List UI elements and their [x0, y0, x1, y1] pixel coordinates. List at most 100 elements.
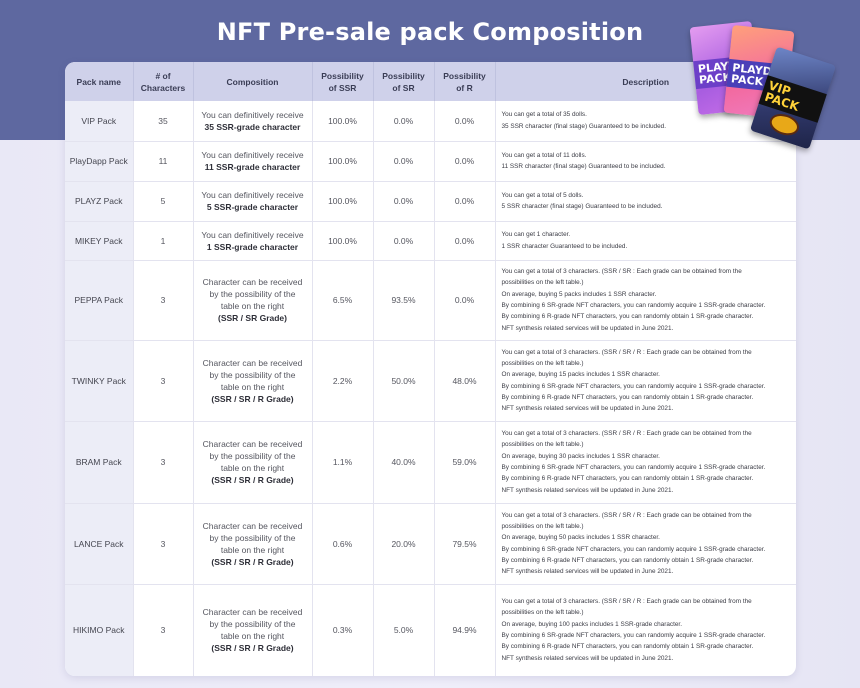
r-possibility-cell: 79.5% [434, 503, 496, 585]
ssr-possibility-cell: 6.5% [312, 260, 374, 341]
description-line: possibilities on the left table.) [501, 441, 584, 449]
pack-illustration: PLAYZ PACK PLAYDA PACK VIP PACK [688, 18, 853, 158]
character-count-cell: 35 [133, 101, 194, 142]
composition-cell: Character can be received by the possibi… [193, 260, 313, 341]
character-count-cell: 5 [133, 181, 194, 222]
header-possibility-sr: Possibility of SR [373, 62, 435, 101]
character-count-cell: 3 [133, 260, 194, 341]
description-line: possibilities on the left table.) [501, 609, 584, 617]
ssr-possibility-cell: 100.0% [312, 221, 374, 261]
description-line: By combining 6 R-grade NFT characters, y… [501, 556, 754, 564]
table-row: MIKEY Pack 1 You can definitively receive 1… [65, 221, 796, 261]
table-row: PLAYZ Pack 5 You can definitively receive 5… [65, 181, 796, 222]
description-line: possibilities on the left table.) [501, 279, 584, 287]
composition-cell: You can definitively receive 11 SSR-grade… [193, 141, 313, 182]
sr-possibility-cell: 50.0% [373, 340, 435, 422]
pack-name-cell: PlayDapp Pack [65, 141, 134, 182]
description-line: You can get 1 character. [501, 231, 571, 239]
composition-cell: You can definitively receive 1 SSR-grade … [193, 221, 313, 261]
sr-possibility-cell: 5.0% [373, 584, 435, 676]
pack-composition-table: Pack name # of Characters Composition Pos… [65, 62, 796, 676]
ssr-possibility-cell: 1.1% [312, 421, 374, 504]
description-line: You can get a total of 11 dolls. [501, 151, 587, 159]
character-count-cell: 1 [133, 221, 194, 261]
description-line: By combining 6 SR-grade NFT characters, … [501, 545, 766, 553]
description-line: 1 SSR character Guaranteed to be include… [501, 242, 628, 250]
sr-possibility-cell: 40.0% [373, 421, 435, 504]
table-row: BRAM Pack 3 Character can be received by t… [65, 421, 796, 504]
description-line: You can get a total of 35 dolls. [501, 111, 587, 119]
table-header-row: Pack name # of Characters Composition Pos… [65, 62, 796, 101]
pack-name-cell: PEPPA Pack [65, 260, 134, 341]
description-line: By combining 6 R-grade NFT characters, y… [501, 643, 754, 651]
description-line: 11 SSR character (final stage) Guarantee… [501, 163, 666, 170]
table-row: PlayDapp Pack 11 You can definitively rece… [65, 141, 796, 182]
composition-cell: Character can be received by the possibi… [193, 584, 313, 676]
composition-cell: You can definitively receive 5 SSR-grade … [193, 181, 313, 222]
r-possibility-cell: 0.0% [434, 221, 496, 261]
character-count-cell: 3 [133, 584, 194, 676]
description-cell: You can get a total of 11 dolls. 11 SSR c… [495, 141, 796, 182]
r-possibility-cell: 0.0% [434, 141, 496, 182]
description-line: By combining 6 SR-grade NFT characters, … [501, 302, 766, 309]
description-line: By combining 6 SR-grade NFT characters, … [501, 464, 766, 471]
header-num-characters: # of Characters [133, 62, 194, 101]
sr-possibility-cell: 0.0% [373, 181, 435, 222]
pack-name-cell: LANCE Pack [65, 503, 134, 585]
ssr-possibility-cell: 100.0% [312, 101, 374, 142]
table-row: LANCE Pack 3 Character can be received by … [65, 503, 796, 585]
r-possibility-cell: 0.0% [434, 181, 496, 222]
description-cell: You can get a total of 3 characters. (SS… [495, 584, 796, 676]
pack-name-cell: VIP Pack [65, 101, 134, 142]
description-line: By combining 6 R-grade NFT characters, y… [501, 313, 754, 321]
description-line: 5 SSR character (final stage) Guaranteed… [501, 203, 663, 210]
composition-cell: Character can be received by the possibi… [193, 503, 313, 585]
description-line: possibilities on the left table.) [501, 359, 584, 367]
description-line: By combining 6 R-grade NFT characters, y… [501, 475, 754, 483]
description-line: On average, buying 30 packs includes 1 S… [501, 452, 660, 460]
description-line: NFT synthesis related services will be u… [501, 324, 674, 332]
description-line: You can get a total of 3 characters. (SS… [501, 598, 752, 606]
composition-cell: Character can be received by the possibi… [193, 421, 313, 504]
pack-name-cell: TWINKY Pack [65, 340, 134, 422]
sr-possibility-cell: 20.0% [373, 503, 435, 585]
description-cell: You can get a total of 3 characters. (SS… [495, 421, 796, 504]
sr-possibility-cell: 0.0% [373, 221, 435, 261]
table-row: PEPPA Pack 3 Character can be received by … [65, 260, 796, 341]
header-possibility-ssr: Possibility of SSR [312, 62, 374, 101]
description-line: By combining 6 SR-grade NFT characters, … [501, 382, 766, 390]
character-count-cell: 3 [133, 421, 194, 504]
description-line: You can get a total of 3 characters. (SS… [501, 511, 752, 519]
description-line: NFT synthesis related services will be u… [501, 568, 674, 576]
r-possibility-cell: 59.0% [434, 421, 496, 504]
r-possibility-cell: 0.0% [434, 260, 496, 341]
header-pack-name: Pack name [65, 62, 134, 101]
pack-name-cell: HIKIMO Pack [65, 584, 134, 676]
table-row: HIKIMO Pack 3 Character can be received by… [65, 584, 796, 676]
page-title: NFT Pre-sale pack Composition [216, 18, 644, 46]
ssr-possibility-cell: 0.6% [312, 503, 374, 585]
description-line: By combining 6 R-grade NFT characters, y… [501, 393, 754, 401]
description-line: On average, buying 15 packs includes 1 S… [501, 371, 660, 379]
r-possibility-cell: 94.9% [434, 584, 496, 676]
pack-name-cell: BRAM Pack [65, 421, 134, 504]
composition-cell: Character can be received by the possibi… [193, 340, 313, 422]
description-cell: You can get a total of 3 characters. (SS… [495, 340, 796, 422]
description-line: NFT synthesis related services will be u… [501, 654, 674, 662]
composition-cell: You can definitively receive 35 SSR-grade… [193, 101, 313, 142]
description-line: By combining 6 SR-grade NFT characters, … [501, 632, 766, 639]
description-line: You can get a total of 3 characters. (SS… [501, 268, 742, 276]
r-possibility-cell: 0.0% [434, 101, 496, 142]
table-row: TWINKY Pack 3 Character can be received by… [65, 340, 796, 422]
description-cell: You can get a total of 3 characters. (SS… [495, 503, 796, 585]
sr-possibility-cell: 0.0% [373, 101, 435, 142]
description-line: possibilities on the left table.) [501, 522, 584, 530]
ssr-possibility-cell: 100.0% [312, 181, 374, 222]
pack-composition-table-card: Pack name # of Characters Composition Pos… [65, 62, 796, 676]
table-row: VIP Pack 35 You can definitively receive 35… [65, 101, 796, 142]
pack-name-cell: PLAYZ Pack [65, 181, 134, 222]
ssr-possibility-cell: 0.3% [312, 584, 374, 676]
pack-name-cell: MIKEY Pack [65, 221, 134, 261]
character-count-cell: 3 [133, 503, 194, 585]
sr-possibility-cell: 0.0% [373, 141, 435, 182]
